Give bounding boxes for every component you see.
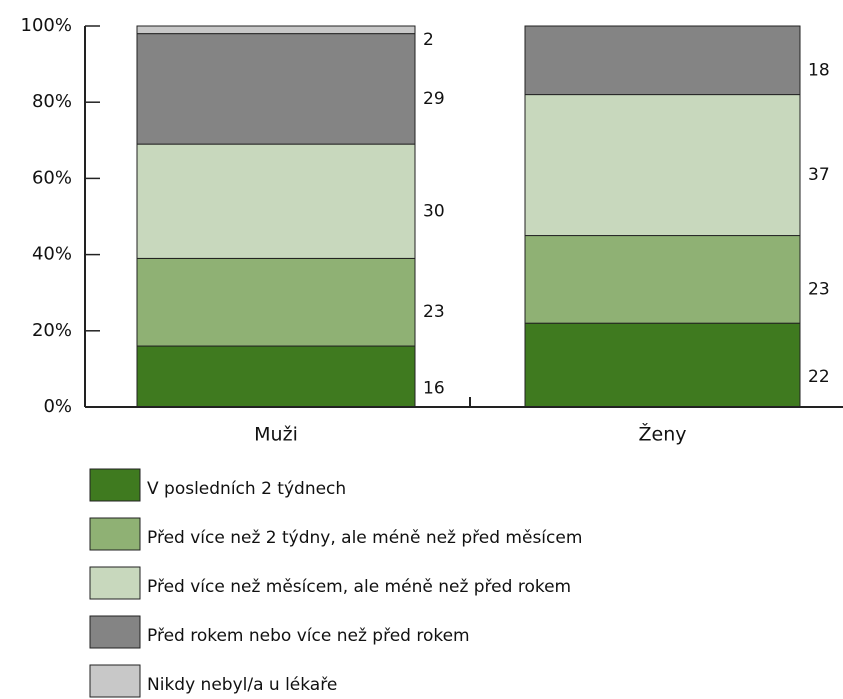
bar-segment bbox=[136, 33, 416, 145]
data-label: 37 bbox=[808, 165, 830, 185]
legend-swatch bbox=[89, 566, 141, 600]
y-tick-label: 0% bbox=[43, 396, 72, 417]
legend-swatch bbox=[89, 664, 141, 698]
bar-segment bbox=[524, 322, 801, 408]
y-tick-label: 80% bbox=[32, 91, 72, 112]
y-tick-label: 100% bbox=[21, 15, 72, 36]
legend-label: V posledních 2 týdnech bbox=[147, 479, 346, 499]
data-label: 30 bbox=[423, 201, 445, 221]
legend-label: Nikdy nebyl/a u lékaře bbox=[147, 675, 337, 695]
bar-segment bbox=[524, 25, 801, 96]
legend-label: Před více než 2 týdny, ale méně než před… bbox=[147, 528, 582, 548]
y-tick-label: 40% bbox=[32, 244, 72, 265]
data-label: 18 bbox=[808, 60, 830, 80]
legend-swatch bbox=[89, 615, 141, 649]
legend-swatch bbox=[89, 517, 141, 551]
x-tick-label: Ženy bbox=[639, 423, 687, 446]
data-label: 23 bbox=[808, 279, 830, 299]
y-tick-label: 20% bbox=[32, 320, 72, 341]
bar-segment bbox=[524, 94, 801, 237]
data-label: 23 bbox=[423, 302, 445, 322]
data-label: 2 bbox=[423, 30, 434, 50]
legend-label: Před rokem nebo více než před rokem bbox=[147, 626, 470, 646]
legend-swatch bbox=[89, 468, 141, 502]
x-tick-label: Muži bbox=[254, 424, 298, 446]
y-tick-label: 60% bbox=[32, 167, 72, 188]
bar-segment bbox=[136, 257, 416, 347]
data-label: 29 bbox=[423, 89, 445, 109]
data-label: 22 bbox=[808, 367, 830, 387]
bar-segment bbox=[136, 345, 416, 408]
legend-label: Před více než měsícem, ale méně než před… bbox=[147, 577, 571, 597]
bar-segment bbox=[524, 235, 801, 324]
bar-segment bbox=[136, 143, 416, 259]
data-label: 16 bbox=[423, 379, 445, 399]
bar-segment bbox=[136, 25, 416, 35]
